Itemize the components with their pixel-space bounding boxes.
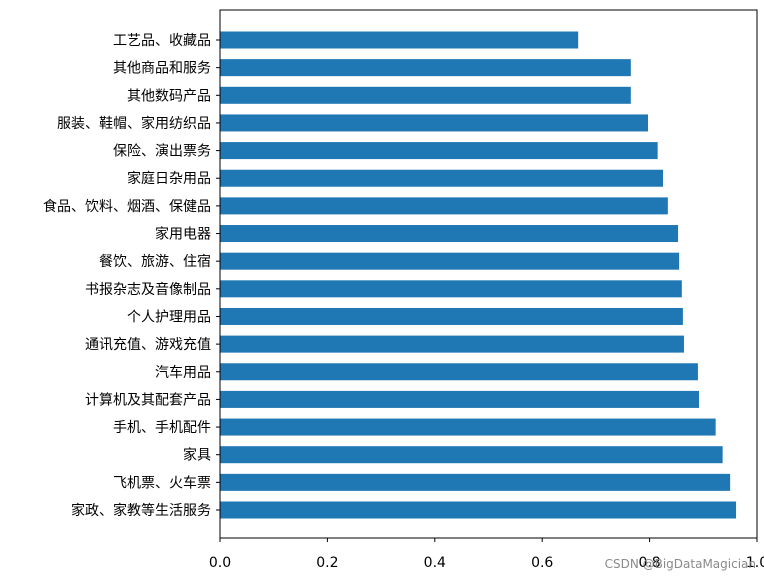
x-tick-label: 0.4 xyxy=(424,555,446,571)
y-tick-label: 计算机及其配套产品 xyxy=(85,392,211,408)
bar-16 xyxy=(220,473,731,491)
y-tick-label: 手机、手机配件 xyxy=(113,420,211,436)
y-tick-label: 其他商品和服务 xyxy=(113,61,211,77)
bar-3 xyxy=(220,114,648,132)
bar-13 xyxy=(220,390,700,408)
bar-15 xyxy=(220,446,723,464)
x-tick-label: 0.8 xyxy=(638,555,660,571)
bar-7 xyxy=(220,225,679,243)
bar-9 xyxy=(220,280,682,298)
x-tick-label: 0.6 xyxy=(531,555,553,571)
y-tick-label: 家政、家教等生活服务 xyxy=(71,502,211,519)
y-tick-label: 保险、演出票务 xyxy=(113,144,211,160)
y-tick-label: 食品、饮料、烟酒、保健品 xyxy=(43,198,211,215)
y-tick-label: 工艺品、收藏品 xyxy=(113,33,211,49)
y-tick-label: 书报杂志及音像制品 xyxy=(85,281,211,298)
y-tick-label: 餐饮、旅游、住宿 xyxy=(99,253,211,270)
bars-group xyxy=(220,31,737,519)
bar-5 xyxy=(220,169,664,187)
bar-1 xyxy=(220,59,631,77)
y-tick-label: 个人护理用品 xyxy=(127,309,211,325)
bar-4 xyxy=(220,142,658,160)
x-tick-label: 0.0 xyxy=(209,555,231,571)
plot-frame xyxy=(219,9,758,539)
bar-11 xyxy=(220,335,684,353)
x-tick-label: 1.0 xyxy=(746,555,764,571)
y-tick-label: 其他数码产品 xyxy=(127,88,211,104)
bar-12 xyxy=(220,363,698,381)
bar-14 xyxy=(220,418,716,436)
y-tick-label: 家用电器 xyxy=(155,226,211,243)
bar-0 xyxy=(220,31,579,49)
y-tick-label: 家具 xyxy=(183,447,211,464)
y-tick-label: 飞机票、火车票 xyxy=(113,474,211,491)
bar-8 xyxy=(220,252,680,270)
bar-10 xyxy=(220,307,683,325)
x-axis-ticks: 0.0 0.2 0.4 0.6 0.8 1.0 xyxy=(209,538,764,571)
y-tick-label: 通讯充值、游戏充值 xyxy=(85,337,211,353)
y-axis-ticks: 工艺品、收藏品其他商品和服务其他数码产品服装、鞋帽、家用纺织品保险、演出票务家庭… xyxy=(43,33,220,519)
bar-6 xyxy=(220,197,668,215)
bar-2 xyxy=(220,86,631,104)
y-tick-label: 汽车用品 xyxy=(155,364,211,381)
x-tick-label: 0.2 xyxy=(316,555,338,571)
watermark-text: CSDN @BigDataMagician xyxy=(605,557,756,571)
y-tick-label: 服装、鞋帽、家用纺织品 xyxy=(57,115,211,132)
bar-17 xyxy=(220,501,737,519)
y-tick-label: 家庭日杂用品 xyxy=(127,170,211,187)
